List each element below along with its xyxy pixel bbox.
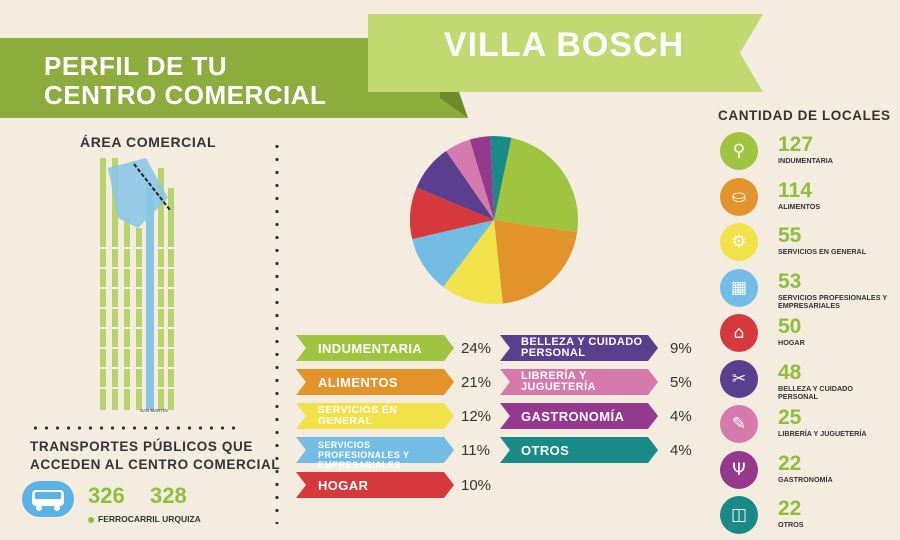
locales-title: CANTIDAD DE LOCALES	[718, 108, 891, 123]
legend-arrow-profesionales	[296, 437, 454, 463]
legend-arrow-belleza	[500, 335, 658, 361]
locales-label: BELLEZA Y CUIDADO PERSONAL	[778, 383, 853, 401]
cutlery-icon: Ψ	[720, 450, 758, 489]
locales-count: 22	[778, 451, 802, 475]
legend-label-profesionales: SERVICIOS PROFESIONALES Y EMPRESARIALES	[318, 440, 410, 470]
legend-pct-servicios: 12%	[461, 408, 492, 425]
locales-label: SERVICIOS PROFESIONALES Y EMPRESARIALES	[778, 292, 888, 310]
scissors-icon-glyph: ✂	[731, 368, 747, 389]
legend-pct-hogar: 10%	[461, 477, 492, 494]
area-title: ÁREA COMERCIAL	[80, 134, 217, 150]
pie-slice-indumentaria	[494, 137, 578, 233]
legend-arrow-hogar	[296, 472, 454, 498]
bus-route-2: 328	[150, 483, 187, 508]
locales-label: OTROS	[778, 520, 804, 529]
legend-pct-indumentaria: 24%	[461, 340, 492, 357]
pie-slice-librería	[446, 139, 494, 220]
divider-dots-horizontal	[30, 426, 242, 430]
pie-slice-servicios	[412, 220, 494, 287]
scissors-icon: ✂	[720, 359, 758, 398]
legend-label-otros: OTROS	[521, 443, 570, 458]
legend-label-alimentos: ALIMENTOS	[318, 375, 398, 390]
service-icon: ⚙	[720, 223, 758, 261]
locales-count: 22	[778, 497, 802, 520]
pie-slice-belleza	[416, 151, 494, 220]
pie-slice-hogar	[410, 187, 494, 240]
legend-pct-profesionales: 11%	[461, 442, 490, 459]
locales-count: 55	[778, 224, 802, 247]
legend-label-hogar: HOGAR	[318, 478, 369, 493]
locales-label: HOGAR	[778, 338, 805, 347]
legend-pct-libreria: 5%	[670, 374, 692, 391]
place-banner	[368, 14, 763, 92]
pie-slice-servicios	[443, 220, 503, 304]
hanger-icon: ⚲	[720, 132, 758, 170]
place-name: VILLA BOSCH	[443, 26, 685, 64]
pie-slice-alimentos	[494, 220, 578, 304]
home-icon-glyph: ⌂	[733, 323, 745, 343]
calculator-icon-glyph: ▦	[730, 277, 748, 298]
pie-chart	[410, 136, 578, 304]
legend-arrow-gastronomia	[500, 403, 658, 429]
legend-arrow-otros	[500, 437, 658, 463]
bag-icon: ◫	[720, 496, 758, 534]
bag-icon-glyph: ◫	[730, 505, 748, 525]
map-label: SAN MARTÍN	[140, 408, 168, 413]
locales-count: 127	[778, 133, 814, 156]
basket-icon: ⛀	[720, 177, 758, 216]
divider-dots-vertical	[274, 140, 280, 524]
pie-slice-otros	[490, 136, 512, 220]
locales-label: ALIMENTOS	[778, 201, 821, 211]
legend-pct-otros: 4%	[670, 442, 692, 459]
legend-label-servicios: SERVICIOS EN GENERAL	[318, 404, 398, 427]
locales-list: ⚲ 127 INDUMENTARIA ⛀ 114 ALIMENTOS ⚙ 55 SERVICIO…	[720, 132, 890, 536]
locales-count: 114	[778, 178, 812, 202]
legend-label-indumentaria: INDUMENTARIA	[318, 341, 423, 356]
calculator-icon: ▦	[720, 268, 758, 307]
notebook-icon: ✎	[720, 405, 758, 443]
rail-bullet-icon	[88, 517, 94, 523]
locales-count: 50	[778, 315, 802, 338]
page-title: PERFIL DE TU CENTRO COMERCIAL	[44, 51, 327, 110]
legend-arrow-alimentos	[296, 369, 454, 395]
locales-label: INDUMENTARIA	[778, 156, 833, 165]
area-map	[98, 158, 176, 410]
hanger-icon-glyph: ⚲	[732, 141, 746, 161]
legend-pct-gastronomia: 4%	[670, 408, 692, 425]
bus-route-1: 326	[88, 483, 125, 508]
locales-count: 25	[778, 406, 802, 429]
legend-arrow-libreria	[500, 369, 658, 395]
basket-icon-glyph: ⛀	[731, 186, 747, 207]
legend-label-libreria: LIBRERÍA Y JUGUETERÍA	[521, 370, 596, 393]
legend-pct-belleza: 9%	[670, 340, 692, 357]
legend-pct-alimentos: 21%	[461, 374, 492, 391]
locales-label: SERVICIOS EN GENERAL	[778, 247, 867, 256]
notebook-icon-glyph: ✎	[731, 414, 747, 434]
transport-title: TRANSPORTES PÚBLICOS QUE ACCEDEN AL CENT…	[30, 439, 281, 472]
bus-icon	[22, 481, 74, 517]
service-icon-glyph: ⚙	[731, 232, 747, 252]
legend-label-belleza: BELLEZA Y CUIDADO PERSONAL	[521, 336, 643, 359]
cutlery-icon-glyph: Ψ	[732, 459, 746, 480]
locales-label: GASTRONOMÍA	[778, 474, 833, 484]
locales-count: 53	[778, 269, 802, 293]
locales-label: LIBRERÍA Y JUGUETERÍA	[778, 429, 867, 438]
legend-arrow-servicios	[296, 403, 454, 429]
home-icon: ⌂	[720, 314, 758, 352]
legend-arrow-indumentaria	[296, 335, 454, 361]
pie-slice-gastronomía	[469, 136, 494, 220]
locales-count: 48	[778, 360, 802, 384]
legend-label-gastronomia: GASTRONOMÍA	[521, 409, 625, 424]
rail-label: FERROCARRIL URQUIZA	[98, 514, 201, 524]
